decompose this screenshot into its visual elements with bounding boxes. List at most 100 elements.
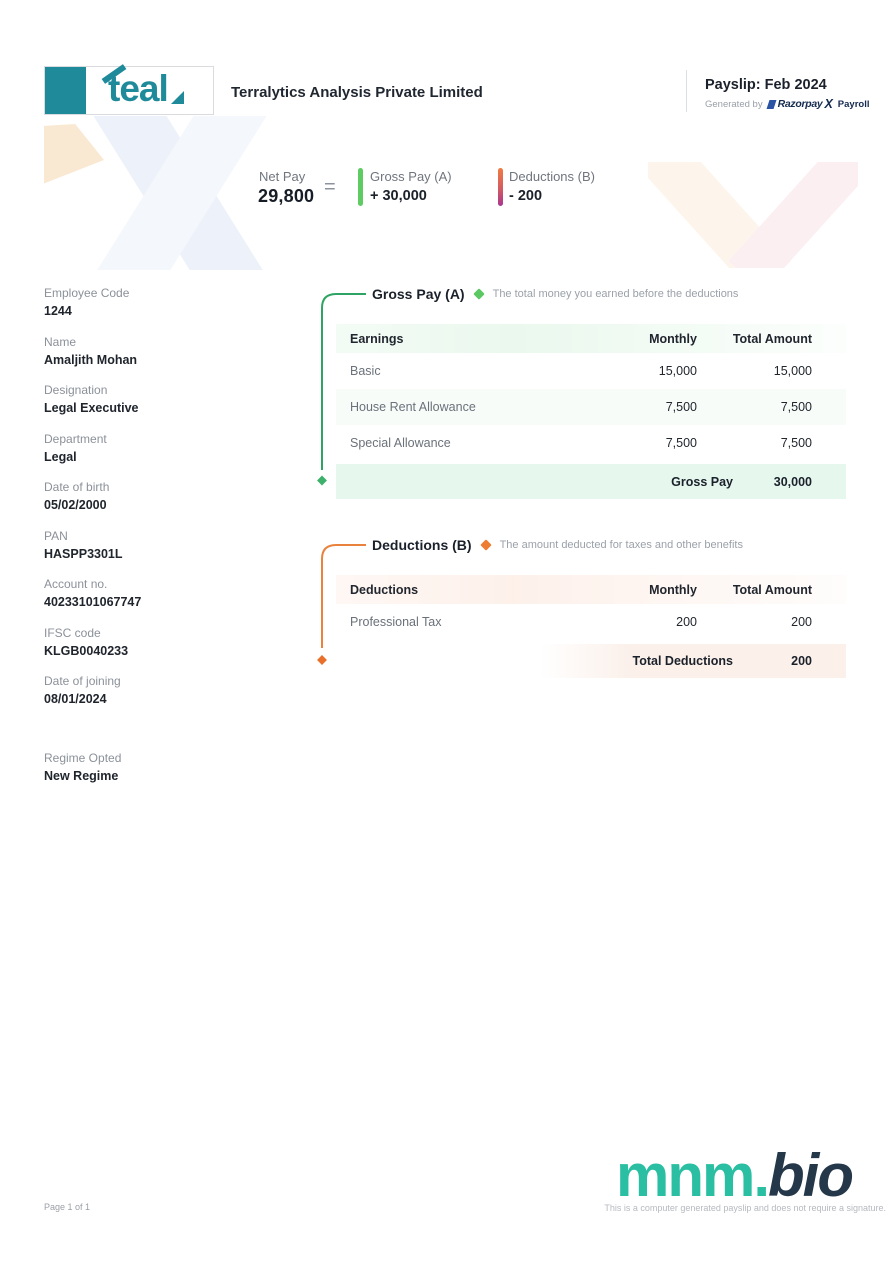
employee-code-item: Employee Code 1244 [44,287,289,318]
deduction-name: Professional Tax [350,615,442,629]
gross-bracket-icon [317,293,366,486]
column-header: Total Amount [732,582,812,597]
gross-section-description: The total money you earned before the de… [492,288,739,300]
logo-text: teal [108,68,169,109]
summary-deductions-label: Deductions (B) [509,169,595,184]
disclaimer-text: This is a computer generated payslip and… [604,1203,886,1213]
gross-pay-bar [358,168,363,206]
watermark-secondary: bio [768,1142,854,1209]
field-value: Amaljith Mohan [44,352,138,367]
net-pay-label: Net Pay [259,169,306,184]
company-logo: teal [44,64,214,115]
earning-total: 7,500 [780,436,812,450]
pan-item: PAN HASPP3301L [44,530,289,561]
deductions-table: Deductions Monthly Total Amount Professi… [336,575,846,678]
table-row: House Rent Allowance 7,500 7,500 [336,389,846,425]
razorpay-product: Payroll [837,98,870,110]
orange-diamond-icon [479,539,492,551]
watermark-primary: mnm. [615,1142,770,1209]
earning-total: 7,500 [780,400,812,414]
field-label: Date of birth [44,480,110,494]
razorpay-x: X [824,97,833,111]
payslip-period-title: Payslip: Feb 2024 [705,77,827,93]
deductions-table-header: Deductions Monthly Total Amount [336,575,846,604]
field-value: 05/02/2000 [44,498,107,512]
designation-item: Designation Legal Executive [44,384,289,415]
field-value: HASPP3301L [44,546,123,561]
earning-monthly: 15,000 [658,364,697,378]
deduction-total: 200 [791,615,812,629]
table-row: Basic 15,000 15,000 [336,353,846,389]
razorpay-brand: Razorpay [777,98,823,110]
account-no-item: Account no. 40233101067747 [44,578,289,609]
employee-details: Employee Code 1244 Name Amaljith Mohan D… [44,287,289,782]
generated-by-row: Generated by Razorpay X Payroll [705,97,869,111]
logo-triangle-icon [170,91,184,104]
background-decoration-v [648,162,858,268]
field-label: Account no. [44,577,108,591]
earning-name: Basic [350,364,381,378]
date-of-joining-item: Date of joining 08/01/2024 [44,675,289,706]
employee-name-item: Name Amaljith Mohan [44,336,289,367]
field-label: Date of joining [44,674,121,688]
column-header: Monthly [649,331,697,346]
earnings-table-header: Earnings Monthly Total Amount [336,324,846,353]
summary-gross-value: + 30,000 [370,188,427,204]
earning-name: Special Allowance [350,436,451,450]
logo-square-icon [45,67,86,114]
gross-pay-total-label: Gross Pay [671,474,733,489]
field-label: Designation [44,383,108,397]
header-divider [686,70,687,112]
deductions-section-title: Deductions (B) [372,537,472,553]
field-label: Regime Opted [44,750,122,765]
field-value: KLGB0040233 [44,643,129,658]
gross-section-title: Gross Pay (A) [372,286,465,302]
column-header: Deductions [350,582,419,597]
page-number: Page 1 of 1 [44,1202,91,1212]
total-deductions-row: Total Deductions 200 [336,644,846,678]
field-label: Department [44,431,107,446]
deductions-bracket-icon [317,544,366,665]
regime-opted-item: Regime Opted New Regime [44,752,289,783]
department-item: Department Legal [44,433,289,464]
table-row: Special Allowance 7,500 7,500 [336,425,846,461]
field-value: New Regime [44,768,119,783]
equals-sign: = [324,176,336,198]
field-value: 08/01/2024 [44,692,107,706]
gross-section-header: Gross Pay (A) The total money you earned… [372,286,738,302]
table-row: Professional Tax 200 200 [336,604,846,640]
company-name: Terralytics Analysis Private Limited [231,84,483,101]
deductions-section-header: Deductions (B) The amount deducted for t… [372,537,743,553]
field-value: 40233101067747 [44,595,142,609]
column-header: Earnings [350,331,404,346]
column-header: Total Amount [732,331,812,346]
net-pay-value: 29,800 [258,186,315,206]
deductions-bar [498,168,503,206]
field-label: IFSC code [44,625,101,640]
deduction-monthly: 200 [676,615,697,629]
gross-pay-total-value: 30,000 [773,474,812,489]
field-label: Name [44,334,77,349]
field-label: PAN [44,528,68,543]
field-value: Legal [44,449,77,464]
earning-monthly: 7,500 [665,400,697,414]
total-deductions-label: Total Deductions [632,654,733,668]
earning-name: House Rent Allowance [350,400,476,414]
summary-deductions-value: - 200 [509,188,543,204]
green-diamond-icon [472,288,485,300]
generated-by-label: Generated by [705,98,763,110]
watermark: mnm.bio [616,1146,854,1206]
gross-pay-total-row: Gross Pay 30,000 [336,464,846,499]
earning-monthly: 7,500 [665,436,697,450]
total-deductions-value: 200 [791,654,812,668]
field-value: Legal Executive [44,401,139,415]
summary-gross-label: Gross Pay (A) [370,169,452,184]
deductions-section-description: The amount deducted for taxes and other … [499,539,743,551]
field-label: Employee Code [44,286,130,300]
ifsc-code-item: IFSC code KLGB0040233 [44,627,289,658]
razorpay-icon [766,99,777,109]
logo-wordmark: teal [101,64,184,109]
earnings-table: Earnings Monthly Total Amount Basic 15,0… [336,324,846,499]
earning-total: 15,000 [773,364,812,378]
